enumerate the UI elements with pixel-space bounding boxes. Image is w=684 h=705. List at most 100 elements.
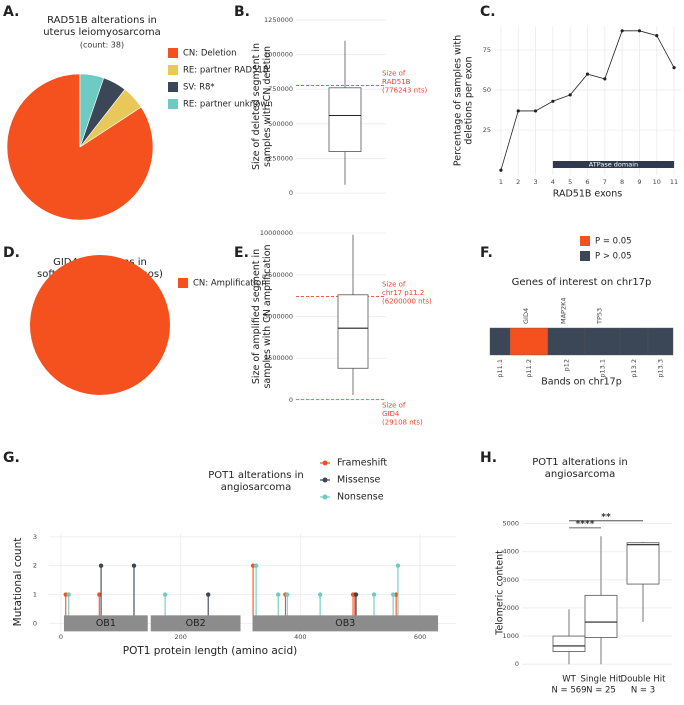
band [647, 327, 674, 356]
domain-bar [552, 161, 675, 168]
band [619, 327, 649, 356]
point [585, 72, 590, 76]
legend-swatch [580, 236, 590, 246]
y-tick-label: 1250000 [264, 16, 293, 24]
x-tick-label: 0 [59, 633, 63, 641]
band-label: p13.1 [599, 359, 607, 378]
box [552, 635, 586, 652]
legend-label: RE: partner RAD51B [183, 66, 269, 76]
x-tick-sublabel: N = 25 [586, 686, 616, 696]
legend-swatch [580, 251, 590, 261]
x-tick-label: 9 [637, 178, 641, 186]
domain-label: OB3 [335, 618, 355, 629]
x-tick-label: 1 [499, 178, 503, 186]
reference-label: RAD51B [382, 78, 411, 86]
y-tick-label: 3 [33, 533, 37, 541]
y-tick-label: 750000 [268, 85, 293, 93]
domain [63, 615, 148, 632]
band-label: p11.2 [525, 359, 533, 378]
legend-swatch [168, 48, 178, 58]
domain-label: OB2 [186, 618, 206, 629]
y-tick-label: 500000 [268, 120, 293, 128]
lollipop-head [395, 563, 401, 568]
chart-title: POT1 alterations in [532, 457, 627, 468]
y-axis-label: samples with CN amplification [262, 244, 273, 388]
y-tick-label: 0 [33, 619, 37, 627]
lollipop-head [317, 592, 323, 597]
legend-label: SV: R8* [183, 83, 215, 93]
x-tick-label: 200 [174, 633, 186, 641]
pie-slice [30, 255, 170, 395]
point [516, 109, 520, 113]
lollipop-head [390, 592, 396, 597]
lollipop-head [66, 592, 71, 597]
legend-dot [322, 460, 328, 466]
lollipop-head [131, 563, 137, 568]
point [568, 93, 572, 97]
band [547, 327, 586, 356]
reference-label: Size of [382, 280, 406, 288]
legend-swatch [168, 99, 178, 109]
y-tick-label: 0 [289, 396, 293, 404]
band-label: p11.1 [496, 359, 504, 378]
reference-label: GID4 [382, 410, 400, 418]
x-tick-label: 2 [516, 178, 520, 186]
reference-label: (29108 nts) [382, 419, 423, 427]
domain-label: ATPase domain [589, 161, 638, 169]
point [551, 99, 555, 103]
point [499, 168, 503, 172]
y-tick-label: 50 [483, 86, 491, 94]
legend-swatch [168, 65, 178, 75]
chart-title: angiosarcoma [221, 482, 291, 493]
y-axis-label: Size of deleted segment in [251, 43, 262, 170]
x-tick-label: 10 [653, 178, 661, 186]
y-tick-label: 250000 [268, 154, 293, 162]
x-tick-label: 4 [551, 178, 555, 186]
chart-title: POT1 alterations in [208, 470, 303, 481]
y-axis-label: Mutational count [12, 538, 24, 627]
band [584, 327, 621, 356]
box [626, 542, 660, 585]
legend-swatch [178, 278, 188, 288]
x-axis-label: Bands on chr17p [541, 377, 621, 388]
y-axis-label: samples with CN deletion [262, 46, 273, 167]
x-tick-label: 8 [620, 178, 624, 186]
panel-label: F. [480, 245, 493, 261]
pie-slice [79, 73, 105, 148]
x-tick-sublabel: N = 3 [631, 686, 655, 696]
pie-slice [6, 73, 154, 221]
reference-label: Size of [382, 402, 406, 410]
x-tick-label: 7 [603, 178, 607, 186]
reference-label: Size of [382, 70, 406, 78]
pie-subtitle: (count: 38) [80, 41, 124, 50]
band-label: p12 [563, 359, 571, 371]
legend-label: P = 0.05 [595, 237, 632, 247]
lollipop-head [98, 563, 104, 568]
x-tick-label: Double Hit [621, 675, 667, 685]
y-axis-label: Telomeric content [495, 550, 506, 636]
panel-label: B. [234, 4, 250, 20]
x-tick-label: 6 [585, 178, 589, 186]
point [603, 77, 607, 81]
lollipop-head [371, 592, 377, 597]
chart-title: angiosarcoma [545, 469, 615, 480]
x-tick-label: Single Hit [581, 675, 623, 685]
box [328, 87, 362, 152]
legend-dot [322, 477, 328, 483]
legend-label: CN: Amplification [193, 279, 267, 289]
y-tick-label: 3000 [502, 576, 519, 584]
box [584, 594, 618, 638]
y-tick-label: 1000000 [264, 51, 293, 59]
legend-label: Nonsense [337, 492, 384, 503]
significance-label: ** [601, 512, 611, 522]
band-label: p13.3 [657, 359, 665, 378]
legend-label: Frameshift [337, 458, 387, 469]
x-tick-label: 5 [568, 178, 572, 186]
point [620, 29, 624, 33]
y-tick-label: 0 [515, 660, 519, 668]
y-tick-label: 0 [289, 189, 293, 197]
lollipop-head [276, 592, 281, 597]
gene-label: MAP2K4 [560, 297, 568, 324]
lollipop-head [162, 592, 168, 597]
